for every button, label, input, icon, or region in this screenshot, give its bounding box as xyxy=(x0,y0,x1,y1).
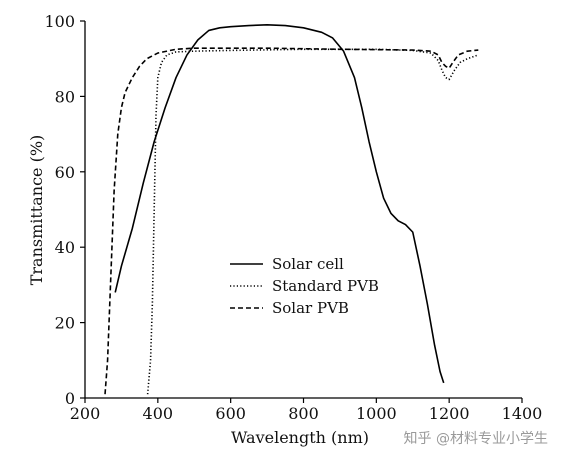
x-tick-label: 400 xyxy=(143,404,174,423)
x-tick-label: 1200 xyxy=(429,404,470,423)
series-line-1 xyxy=(146,48,479,395)
y-tick-label: 60 xyxy=(55,163,75,182)
x-tick-label: 1000 xyxy=(356,404,397,423)
axes xyxy=(84,21,522,399)
series-lines xyxy=(104,23,479,395)
y-tick-label: 100 xyxy=(44,12,75,31)
y-tick-label: 20 xyxy=(55,314,75,333)
series-line-2 xyxy=(104,47,479,395)
legend-label-2: Solar PVB xyxy=(272,299,349,317)
x-axis-title: Wavelength (nm) xyxy=(231,428,369,447)
y-axis-title: Transmittance (%) xyxy=(27,135,46,286)
x-tick-label: 800 xyxy=(288,404,319,423)
x-tick-label: 1400 xyxy=(502,404,543,423)
watermark-text: 知乎 @材料专业小学生 xyxy=(404,430,548,447)
legend-label-0: Solar cell xyxy=(272,255,344,273)
legend: Solar cell Standard PVB Solar PVB xyxy=(230,255,379,317)
ticks: 200 400 600 800 1000 1200 1400 0 20 40 60 80 100 xyxy=(44,12,542,423)
series-line-0 xyxy=(114,23,445,384)
legend-label-1: Standard PVB xyxy=(272,277,379,295)
y-tick-label: 0 xyxy=(65,389,75,408)
y-tick-label: 40 xyxy=(55,238,75,257)
y-tick-label: 80 xyxy=(55,87,75,106)
x-tick-label: 600 xyxy=(215,404,246,423)
x-tick-label: 200 xyxy=(70,404,101,423)
